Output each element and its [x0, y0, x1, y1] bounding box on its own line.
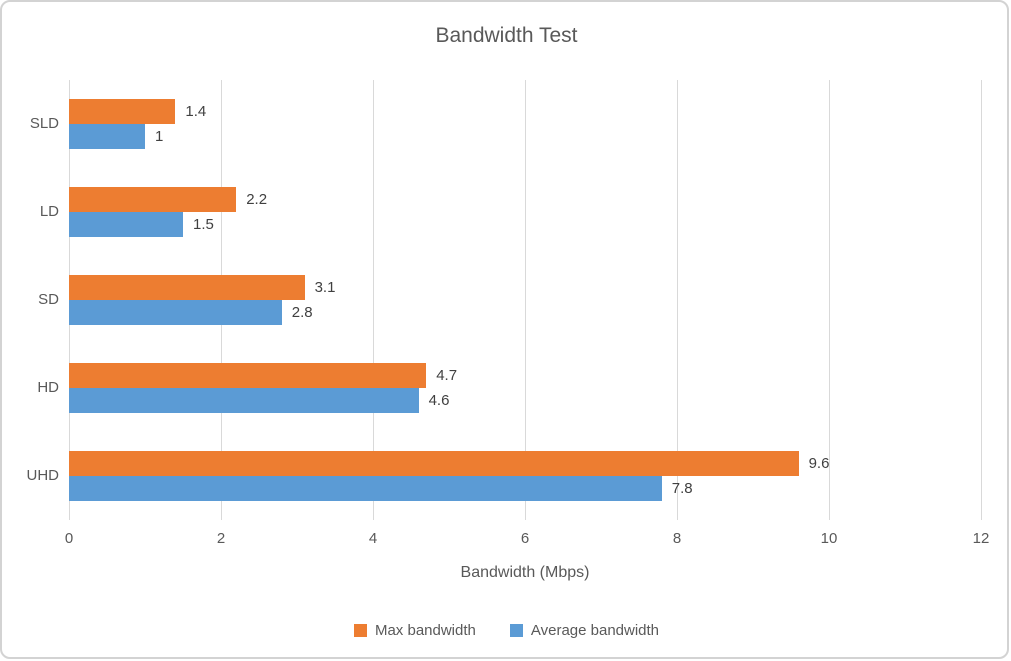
data-label: 3.1	[314, 279, 336, 296]
bar-avg-hd	[69, 388, 419, 413]
data-label: 1	[155, 128, 164, 145]
gridline	[525, 80, 526, 520]
plot-area: 1.4 1 2.2 1.5 3.1 2.8 4.7 4.6 9.6 7.8	[69, 80, 982, 520]
legend-item-average-bandwidth: Average bandwidth	[509, 622, 660, 639]
category-label-hd: HD	[37, 379, 59, 396]
gridline	[677, 80, 678, 520]
category-label-sld: SLD	[29, 115, 59, 132]
gridline	[981, 80, 982, 520]
data-label: 4.6	[428, 392, 450, 409]
data-label: 4.7	[436, 367, 458, 384]
x-tick-label: 12	[972, 530, 990, 547]
bar-max-sld	[69, 99, 176, 124]
category-label-ld: LD	[39, 203, 59, 220]
data-label: 7.8	[671, 480, 693, 497]
data-label: 1.5	[193, 216, 214, 233]
data-label: 1.4	[185, 103, 207, 120]
bar-max-uhd	[69, 451, 799, 476]
bar-avg-uhd	[69, 476, 662, 501]
bar-avg-sd	[69, 300, 282, 325]
bar-max-sd	[69, 275, 305, 300]
bar-avg-ld	[69, 212, 183, 237]
bar-max-hd	[69, 363, 427, 388]
legend-label: Max bandwidth	[374, 622, 476, 639]
category-label-uhd: UHD	[26, 467, 60, 484]
data-label: 2.8	[291, 304, 313, 321]
max-bandwidth-swatch-icon	[353, 624, 367, 637]
x-tick-label: 2	[216, 530, 226, 547]
x-tick-label: 6	[520, 530, 530, 547]
x-tick-label: 4	[368, 530, 378, 547]
data-label: 9.6	[808, 455, 830, 472]
legend-item-max-bandwidth: Max bandwidth	[353, 622, 476, 639]
x-tick-label: 8	[672, 530, 682, 547]
average-bandwidth-swatch-icon	[509, 624, 523, 637]
category-label-sd: SD	[38, 291, 59, 308]
data-label: 2.2	[246, 191, 268, 208]
x-tick-label: 10	[820, 530, 838, 547]
x-axis-title: Bandwidth (Mbps)	[460, 564, 590, 581]
gridline	[829, 80, 830, 520]
chart-title: Bandwidth Test	[435, 24, 578, 47]
bar-avg-sld	[69, 124, 145, 149]
bar-max-ld	[69, 187, 237, 212]
legend: Max bandwidth Average bandwidth	[2, 622, 1007, 639]
x-tick-label: 0	[64, 530, 74, 547]
legend-label: Average bandwidth	[530, 622, 660, 639]
gridline	[373, 80, 374, 520]
